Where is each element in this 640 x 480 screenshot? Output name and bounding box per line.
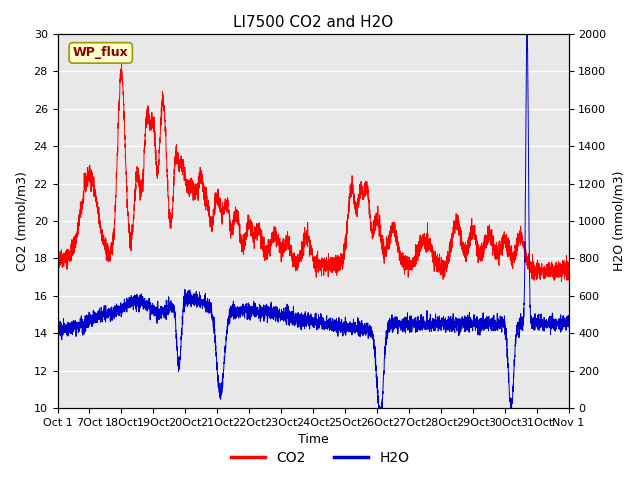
- Y-axis label: CO2 (mmol/m3): CO2 (mmol/m3): [15, 171, 28, 271]
- Legend: CO2, H2O: CO2, H2O: [225, 445, 415, 471]
- X-axis label: Time: Time: [298, 433, 328, 446]
- Title: LI7500 CO2 and H2O: LI7500 CO2 and H2O: [233, 15, 393, 30]
- Text: WP_flux: WP_flux: [73, 47, 129, 60]
- Y-axis label: H2O (mmol/m3): H2O (mmol/m3): [612, 171, 625, 271]
